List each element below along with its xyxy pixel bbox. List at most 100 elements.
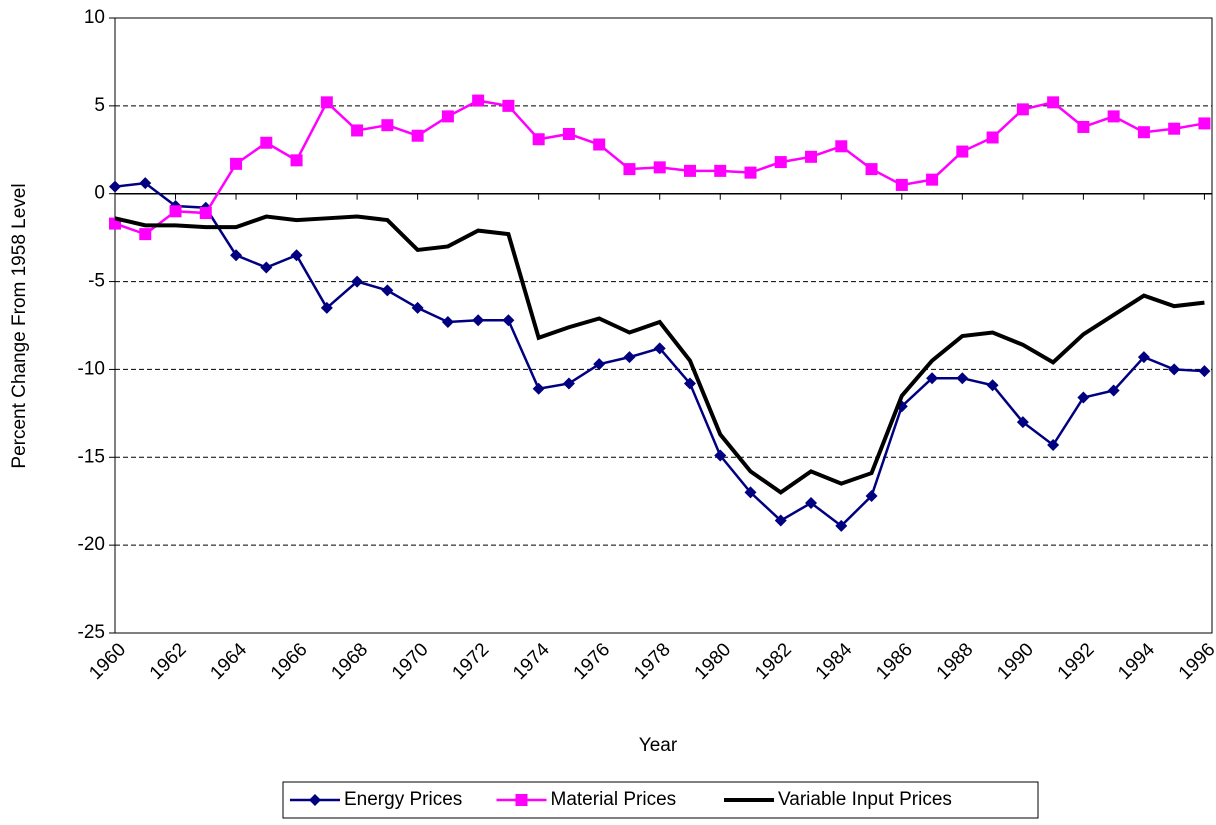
- marker: [956, 145, 969, 158]
- x-tick-label: 1980: [691, 639, 736, 684]
- marker: [774, 514, 787, 527]
- marker: [805, 496, 818, 509]
- marker: [744, 166, 757, 179]
- marker: [1198, 365, 1211, 378]
- marker: [956, 372, 969, 385]
- y-tick-label: -15: [78, 446, 105, 467]
- marker: [1137, 351, 1150, 364]
- marker: [1016, 103, 1029, 116]
- marker: [320, 96, 333, 109]
- marker: [835, 140, 848, 153]
- y-tick-label: 0: [94, 183, 105, 204]
- marker: [139, 177, 152, 190]
- legend-label: Material Prices: [551, 789, 677, 810]
- marker: [714, 164, 727, 177]
- marker: [1198, 117, 1211, 130]
- legend-marker-shape: [309, 794, 321, 806]
- x-tick-label: 1968: [327, 639, 372, 684]
- marker: [562, 127, 575, 140]
- marker: [1168, 122, 1181, 135]
- marker: [593, 138, 606, 151]
- marker: [744, 486, 757, 499]
- marker: [1137, 126, 1150, 139]
- x-tick-label: 1984: [812, 639, 857, 684]
- legend-marker: [515, 794, 528, 806]
- marker: [502, 314, 515, 327]
- y-tick-label: 10: [84, 7, 105, 28]
- marker: [1016, 416, 1029, 429]
- marker: [1047, 438, 1060, 451]
- x-tick-label: 1976: [570, 639, 615, 684]
- marker: [774, 156, 787, 169]
- marker: [532, 382, 545, 395]
- marker: [230, 157, 243, 170]
- marker: [835, 519, 848, 532]
- x-axis-title: Year: [639, 735, 678, 756]
- y-axis-title: Percent Change From 1958 Level: [9, 183, 30, 468]
- y-tick-label: -5: [88, 271, 105, 292]
- marker: [623, 351, 636, 364]
- marker: [865, 489, 878, 502]
- marker: [895, 178, 908, 191]
- marker: [926, 173, 939, 186]
- marker: [260, 136, 273, 149]
- marker: [199, 207, 212, 220]
- marker: [290, 249, 303, 262]
- marker: [865, 163, 878, 176]
- marker: [472, 94, 485, 107]
- marker: [683, 377, 696, 390]
- marker: [472, 314, 485, 327]
- series-line: [114, 214, 1205, 495]
- legend-box: [282, 781, 1039, 819]
- legend-label: Variable Input Prices: [778, 789, 952, 810]
- x-tick-label: 1972: [448, 639, 493, 684]
- marker: [381, 119, 394, 132]
- x-tick-label: 1964: [206, 639, 251, 684]
- marker: [1168, 363, 1181, 376]
- x-tick-label: 1974: [509, 639, 554, 684]
- y-tick-label: -25: [78, 622, 105, 643]
- marker: [653, 161, 666, 174]
- marker: [1047, 96, 1060, 109]
- marker: [290, 154, 303, 167]
- marker: [320, 301, 333, 314]
- marker: [1107, 384, 1120, 397]
- x-tick-label: 1996: [1175, 639, 1216, 684]
- marker: [230, 249, 243, 262]
- marker: [986, 131, 999, 144]
- marker: [653, 342, 666, 355]
- marker: [381, 284, 394, 297]
- x-tick-label: 1966: [267, 639, 312, 684]
- marker: [109, 180, 121, 193]
- marker: [411, 301, 424, 314]
- marker: [169, 205, 182, 218]
- x-tick-label: 1960: [85, 639, 130, 684]
- marker: [623, 163, 636, 176]
- legend-marker-shape: [515, 794, 528, 806]
- legend-marker: [309, 794, 321, 806]
- marker: [411, 129, 424, 142]
- marker: [805, 150, 818, 163]
- marker: [532, 133, 545, 146]
- marker: [441, 315, 454, 328]
- marker: [441, 110, 454, 123]
- marker: [926, 372, 939, 385]
- marker: [986, 379, 999, 392]
- marker: [260, 261, 273, 274]
- marker: [1077, 391, 1090, 404]
- y-tick-label: -10: [78, 358, 105, 379]
- x-tick-label: 1978: [630, 639, 675, 684]
- y-tick-label: -20: [78, 534, 105, 555]
- x-tick-label: 1990: [993, 639, 1038, 684]
- y-tick-label: 5: [94, 95, 105, 116]
- marker: [351, 275, 364, 288]
- marker: [351, 124, 364, 137]
- marker: [1107, 110, 1120, 123]
- x-tick-label: 1970: [388, 639, 433, 684]
- marker: [683, 164, 696, 177]
- x-tick-label: 1992: [1054, 639, 1099, 684]
- marker: [502, 99, 515, 112]
- x-tick-label: 1988: [933, 639, 978, 684]
- marker: [714, 449, 727, 462]
